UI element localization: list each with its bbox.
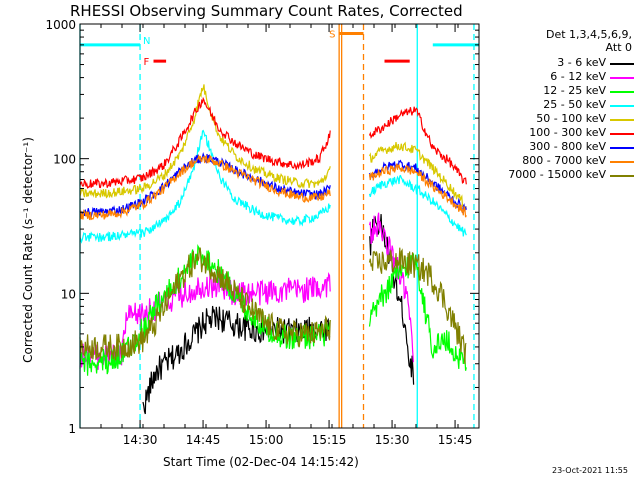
y-tick-label-0: 1 [68, 422, 76, 436]
x-tick-label-2: 15:00 [249, 433, 284, 447]
legend-item: 3 - 6 keV [470, 56, 640, 70]
legend: 3 - 6 keV 6 - 12 keV 12 - 25 keV 25 - 50 ke… [470, 56, 640, 182]
series-line-7 [79, 154, 467, 221]
legend-item: 100 - 300 keV [470, 126, 640, 140]
legend-swatch [610, 119, 634, 121]
x-axis-label: Start Time (02-Dec-04 14:15:42) [163, 455, 359, 469]
y-tick-label-1: 10 [61, 287, 76, 301]
y-tick-label-3: 1000 [45, 18, 76, 32]
x-tick-label-5: 15:45 [438, 433, 473, 447]
series-line-8 [79, 247, 467, 365]
series-line-5 [79, 96, 467, 189]
legend-swatch [610, 105, 634, 107]
series-line-0 [142, 214, 415, 415]
plot-frame [79, 23, 480, 429]
legend-header-detectors: Det 1,3,4,5,6,9, [545, 28, 632, 41]
legend-swatch [610, 77, 634, 79]
interval-label-N: N [143, 36, 150, 47]
series-line-3 [79, 129, 467, 244]
legend-label: 100 - 300 keV [529, 126, 606, 139]
legend-swatch [610, 147, 634, 149]
legend-item: 6 - 12 keV [470, 70, 640, 84]
legend-label: 800 - 7000 keV [522, 154, 606, 167]
legend-label: 3 - 6 keV [557, 56, 606, 69]
x-tick-label-3: 15:15 [312, 433, 347, 447]
legend-label: 50 - 100 keV [536, 112, 606, 125]
legend-item: 7000 - 15000 keV [470, 168, 640, 182]
legend-swatch [610, 161, 634, 163]
y-tick-label-2: 100 [53, 153, 76, 167]
legend-item: 50 - 100 keV [470, 112, 640, 126]
interval-label-F: F [144, 57, 150, 68]
legend-header-attenuator: Att 0 [605, 41, 632, 54]
legend-swatch [610, 63, 634, 65]
x-tick-label-4: 15:30 [375, 433, 410, 447]
interval-label-S: S [329, 30, 335, 41]
legend-label: 7000 - 15000 keV [508, 168, 606, 181]
legend-label: 6 - 12 keV [550, 70, 606, 83]
series-line-4 [79, 84, 467, 209]
legend-item: 25 - 50 keV [470, 98, 640, 112]
footer-timestamp: 23-Oct-2021 11:55 [552, 466, 628, 475]
legend-swatch [610, 175, 634, 177]
x-tick-label-1: 14:45 [186, 433, 221, 447]
legend-item: 12 - 25 keV [470, 84, 640, 98]
legend-label: 12 - 25 keV [543, 84, 606, 97]
y-axis-label: Corrected Count Rate (s⁻¹ detector⁻¹) [21, 137, 35, 363]
legend-swatch [610, 133, 634, 135]
series-layer [79, 84, 467, 415]
legend-item: 800 - 7000 keV [470, 154, 640, 168]
axis-layer: 14:30 14:45 15:00 15:15 15:30 15:45 1 10 100 1000 [45, 18, 480, 447]
chart-title: RHESSI Observing Summary Count Rates, Co… [70, 2, 463, 20]
legend-label: 300 - 800 keV [529, 140, 606, 153]
legend-item: 300 - 800 keV [470, 140, 640, 154]
x-tick-label-0: 14:30 [123, 433, 158, 447]
annotation-layer: NF S [79, 24, 479, 428]
legend-label: 25 - 50 keV [543, 98, 606, 111]
legend-swatch [610, 91, 634, 93]
